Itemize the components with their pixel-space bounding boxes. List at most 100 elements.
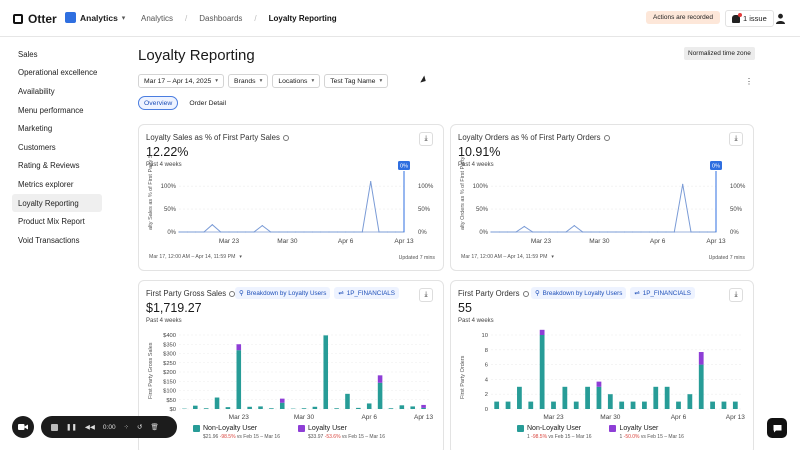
y2-tick-label: 50% [418, 207, 431, 213]
download-button[interactable]: ⤓ [729, 132, 743, 146]
data-point [573, 224, 575, 227]
data-point [515, 231, 517, 233]
data-point [640, 231, 642, 233]
sidebar-item-rating-reviews[interactable]: Rating & Reviews [18, 161, 80, 171]
data-point [311, 231, 313, 233]
data-source-icon: ⇌ [338, 289, 344, 297]
view-tabs: Overview Order Detail [138, 96, 232, 110]
metric-value: 12.22% [146, 145, 189, 159]
otter-logo[interactable]: Otter [13, 12, 57, 26]
data-point [557, 231, 559, 233]
data-point [565, 231, 567, 233]
breakdown-chip[interactable]: ⚲ Breakdown by Loyalty Users [235, 287, 331, 299]
bar-non-loyalty [258, 406, 263, 409]
tab-overview[interactable]: Overview [138, 96, 179, 110]
tab-order-detail[interactable]: Order Detail [189, 99, 226, 107]
tag-filter[interactable]: Test Tag Name ▾ [324, 74, 389, 88]
app-switcher[interactable]: Analytics ▾ [65, 12, 125, 23]
x-tick-label: Mar 23 [543, 414, 564, 421]
data-point [590, 231, 592, 233]
camera-button[interactable] [12, 416, 34, 438]
legend-value: $33.97 [308, 434, 324, 440]
recorder-toolbar: ❚❚ ◀◀ 0:00 ⁘ ↺ 🗑 [41, 416, 177, 438]
breadcrumb-dashboards[interactable]: Dashboards [199, 14, 243, 23]
data-point [245, 231, 247, 233]
sidebar-item-void-transactions[interactable]: Void Transactions [18, 235, 80, 245]
legend-change: -98.5% [531, 434, 548, 440]
breakdown-chip-label: Breakdown by Loyalty Users [542, 289, 623, 297]
card-title-text: Loyalty Sales as % of First Party Sales [146, 133, 280, 142]
legend-item[interactable]: Loyalty User $33.97 -53.6% vs Feb 15 – M… [298, 425, 385, 440]
legend-stats: $33.97 -53.6% vs Feb 15 – Mar 16 [298, 434, 385, 440]
info-icon[interactable] [603, 134, 610, 141]
loyalty-orders-line-chart: 0% 0% 50% 50% 100% 100% Mar 23 Mar 30 Apr 6 Apr 1… [460, 155, 746, 245]
download-button[interactable]: ⤓ [729, 288, 743, 302]
chevron-down-icon: ▾ [259, 78, 263, 84]
bar-non-loyalty [664, 386, 670, 409]
alert-dot [738, 12, 742, 17]
legend-item[interactable]: Loyalty User 1 -50.0% vs Feb 15 – Mar 16 [609, 425, 684, 440]
locations-filter[interactable]: Locations ▾ [272, 74, 321, 88]
y-tick-label: $400 [163, 333, 176, 339]
source-chip[interactable]: ⇌ 1P_FINANCIALS [334, 287, 399, 299]
data-point [657, 231, 659, 233]
breadcrumb-current: Loyalty Reporting [268, 14, 337, 23]
date-range-filter[interactable]: Mar 17 – Apr 14, 2025 ▾ [138, 74, 225, 88]
stop-icon[interactable] [51, 423, 58, 431]
data-point [540, 231, 542, 233]
breakdown-chip-label: Breakdown by Loyalty Users [246, 289, 327, 297]
cursor-marker-label: 0% [400, 164, 408, 170]
chat-button[interactable] [767, 418, 787, 438]
info-icon[interactable] [229, 290, 236, 297]
y-tick-label: 4 [485, 377, 489, 383]
user-icon[interactable] [775, 13, 786, 24]
sidebar-item-metrics-explorer[interactable]: Metrics explorer [18, 179, 74, 189]
more-options-icon[interactable]: ⋮ [745, 77, 753, 86]
bar-non-loyalty [721, 401, 727, 409]
info-icon[interactable] [282, 134, 289, 141]
sidebar-item-marketing[interactable]: Marketing [18, 124, 53, 134]
legend-item[interactable]: Non-Loyalty User 1 -98.5% vs Feb 15 – Ma… [517, 425, 591, 440]
pause-icon[interactable]: ❚❚ [66, 424, 77, 431]
page-title: Loyalty Reporting [138, 47, 255, 64]
download-button[interactable]: ⤓ [419, 132, 433, 146]
legend-label: Non-Loyalty User [527, 425, 582, 432]
breadcrumb-separator: / [185, 14, 188, 23]
otter-logo-icon [13, 14, 23, 24]
sidebar-item-menu-performance[interactable]: Menu performance [18, 105, 84, 115]
y-axis-title: alty Sales as % of First Party S [148, 155, 154, 230]
loyalty-sales-line-chart: 0% 0% 50% 50% 100% 100% Mar 23 Mar 30 Apr 6 Apr 1… [148, 155, 434, 245]
info-icon[interactable] [522, 290, 529, 297]
sidebar-item-customers[interactable]: Customers [18, 142, 56, 152]
issues-button[interactable]: 1 issue [725, 10, 774, 27]
bar-non-loyalty [517, 386, 522, 409]
range-selector[interactable]: Mar 17, 12:00 AM – Apr 14, 11:59 PM ▾ [461, 254, 554, 260]
legend-item[interactable]: Non-Loyalty User $21.96 -98.5% vs Feb 15… [193, 425, 280, 440]
breadcrumb-analytics[interactable]: Analytics [141, 14, 174, 23]
sidebar-item-operational-excellence[interactable]: Operational excellence [18, 68, 98, 78]
sidebar-item-sales[interactable]: Sales [18, 49, 38, 59]
sidebar-item-availability[interactable]: Availability [18, 86, 55, 96]
sidebar-item-product-mix-report[interactable]: Product Mix Report [18, 217, 85, 227]
y-tick-label: 100% [161, 184, 177, 190]
bar-non-loyalty [494, 401, 500, 409]
chips: ⚲ Breakdown by Loyalty Users ⇌ 1P_FINANCIA… [531, 287, 695, 299]
bar-non-loyalty [732, 401, 738, 409]
legend-swatch-purple [298, 425, 305, 432]
data-point [665, 231, 667, 233]
data-point [220, 231, 222, 233]
breakdown-chip[interactable]: ⚲ Breakdown by Loyalty Users [531, 287, 627, 299]
legend-period: vs Feb 15 – Mar 16 [640, 434, 684, 440]
trash-icon[interactable]: 🗑 [150, 424, 159, 431]
breadcrumb: Analytics / Dashboards / Loyalty Reporti… [141, 14, 337, 23]
data-point [320, 231, 322, 233]
download-button[interactable]: ⤓ [419, 288, 433, 302]
range-selector[interactable]: Mar 17, 12:00 AM – Apr 14, 11:59 PM ▾ [149, 254, 242, 260]
bar-non-loyalty [528, 401, 534, 409]
sidebar-item-loyalty-reporting[interactable]: Loyalty Reporting [12, 193, 102, 213]
grid-icon[interactable]: ⁘ [123, 424, 130, 431]
source-chip[interactable]: ⇌ 1P_FINANCIALS [630, 287, 695, 299]
restart-icon[interactable]: ↺ [137, 424, 143, 431]
brands-filter[interactable]: Brands ▾ [228, 74, 269, 88]
rewind-icon[interactable]: ◀◀ [84, 424, 95, 431]
